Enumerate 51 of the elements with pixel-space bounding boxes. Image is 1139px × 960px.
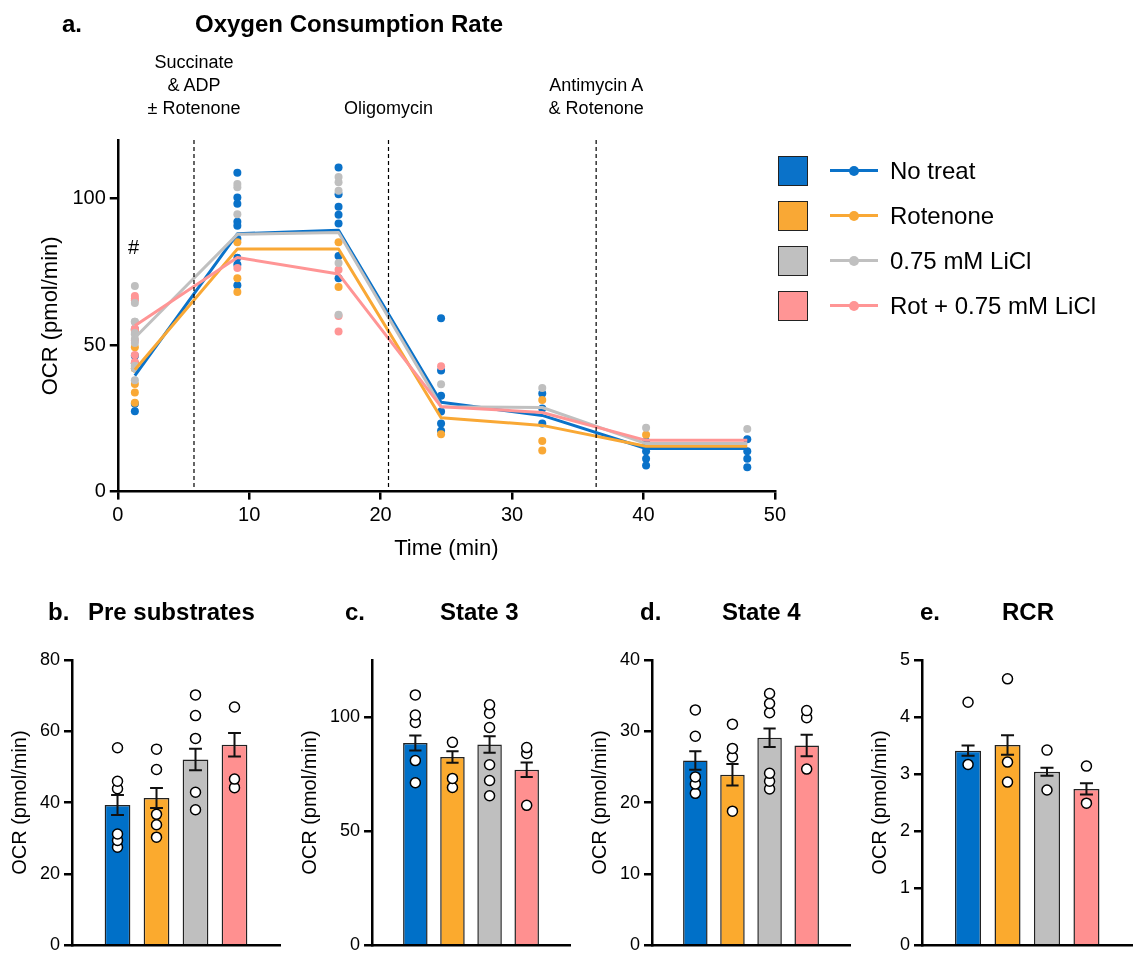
text: c. (345, 598, 366, 626)
y-tick-label: 40 (619, 648, 641, 669)
y-tick-label: 80 (39, 648, 61, 669)
y-tick-label: 30 (619, 720, 641, 741)
legend-label: Rot + 0.75 mM LiCl (890, 291, 1097, 320)
y-axis-title: OCR (pmol/min) (37, 236, 63, 396)
legend-label: No treat (890, 156, 976, 185)
chart-title: State 3 (440, 598, 519, 626)
y-tick-label: 4 (900, 706, 911, 727)
y-axis-title: OCR (pmol/min) (867, 730, 890, 875)
chart-title: Oxygen Consumption Rate (195, 10, 504, 38)
ref-line-label: Succinate & ADP ± Rotenone (147, 52, 241, 118)
x-tick-label: 30 (500, 503, 524, 526)
legend-label: 0.75 mM LiCl (890, 246, 1032, 275)
x-tick-label: 20 (369, 503, 392, 526)
text: d. (640, 598, 662, 626)
y-tick-label: 0 (630, 934, 641, 955)
text: e. (920, 598, 941, 626)
y-tick-label: 0 (50, 934, 61, 955)
ref-line-label: Oligomycin (343, 98, 434, 118)
y-tick-label: 2 (900, 820, 911, 841)
y-tick-label: 0 (900, 934, 911, 955)
y-tick-label: 100 (329, 706, 361, 727)
y-tick-label: 20 (39, 862, 61, 883)
y-tick-label: 0 (350, 934, 361, 955)
x-tick-label: 50 (763, 503, 786, 526)
chart-title: Pre substrates (88, 598, 255, 626)
y-axis-title: OCR (pmol/min) (587, 730, 610, 875)
text: a. (62, 10, 83, 38)
y-tick-label: 40 (39, 791, 61, 812)
y-tick-label: 0 (94, 479, 106, 502)
y-tick-label: 50 (340, 820, 361, 841)
x-tick-label: 10 (238, 503, 261, 526)
annotation: # (128, 236, 140, 259)
y-tick-label: 20 (619, 791, 641, 812)
y-axis-title: OCR (pmol/min) (7, 730, 30, 875)
y-tick-label: 50 (83, 332, 106, 355)
y-tick-label: 5 (900, 648, 911, 669)
ref-line-label: Antimycin A & Rotenone (548, 75, 644, 118)
y-tick-label: 60 (39, 720, 61, 741)
chart-title: State 4 (722, 598, 801, 626)
y-tick-label: 100 (72, 186, 106, 209)
y-axis-title: OCR (pmol/min) (297, 730, 320, 875)
x-axis-title: Time (min) (394, 534, 499, 560)
legend-label: Rotenone (890, 201, 995, 230)
y-tick-label: 10 (619, 862, 641, 883)
x-tick-label: 0 (112, 503, 124, 526)
text: b. (48, 598, 70, 626)
y-tick-label: 3 (900, 763, 911, 784)
y-tick-label: 1 (900, 877, 911, 898)
chart-title: RCR (1002, 598, 1054, 626)
